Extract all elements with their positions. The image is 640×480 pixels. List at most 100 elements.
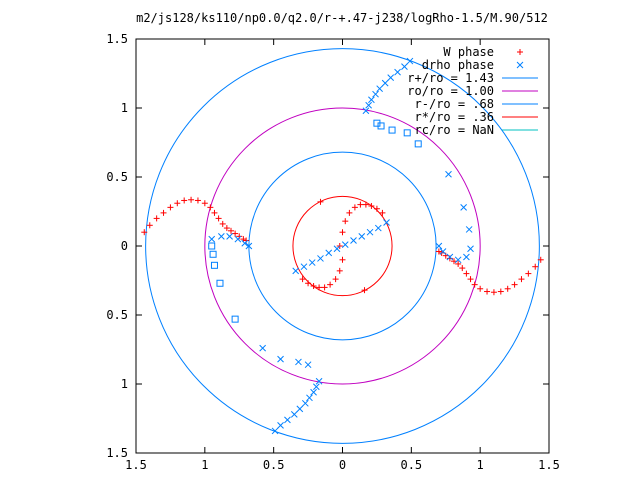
data-point: [292, 267, 300, 275]
data-point: [518, 276, 525, 283]
data-point: [333, 245, 341, 253]
data-point: [141, 229, 148, 236]
data-point: [477, 285, 484, 292]
data-point: [368, 202, 375, 209]
reference-circle-1: [204, 107, 481, 385]
data-point: [406, 57, 414, 65]
data-point: [315, 377, 323, 385]
legend-label: drho phase: [422, 58, 494, 72]
data-point: [259, 344, 267, 352]
x-tick-label: 1: [201, 458, 208, 472]
data-point: [362, 107, 370, 115]
series-1: [208, 57, 474, 435]
data-point: [445, 170, 452, 178]
data-point: [401, 63, 408, 70]
data-point: [379, 209, 386, 216]
data-point: [219, 220, 226, 227]
data-point: [215, 215, 222, 222]
data-point: [226, 232, 233, 240]
data-point: [327, 281, 334, 288]
data-point: [146, 222, 153, 229]
data-point: [451, 258, 458, 265]
data-point: [394, 68, 401, 76]
data-point: [312, 383, 320, 391]
data-point: [361, 287, 368, 294]
data-point: [223, 225, 230, 232]
data-point: [459, 265, 466, 272]
data-point: [446, 255, 453, 262]
data-point: [454, 256, 462, 264]
data-point: [308, 259, 316, 266]
data-point: [240, 236, 247, 243]
data-point: [339, 256, 346, 263]
data-point: [301, 399, 309, 407]
data-point: [471, 281, 478, 288]
data-point: [290, 411, 298, 418]
chart-title: m2/js128/ks110/np0.0/q2.0/r-+.47-j238/lo…: [136, 11, 548, 25]
data-point: [160, 209, 167, 216]
data-point: [388, 126, 396, 134]
data-point: [435, 242, 443, 250]
data-point: [346, 209, 353, 216]
data-point: [525, 270, 532, 277]
data-point: [317, 255, 324, 262]
data-point: [234, 235, 242, 243]
data-point: [484, 288, 491, 295]
x-tick-label: 1.5: [125, 458, 147, 472]
data-point: [208, 242, 216, 250]
data-point: [350, 237, 357, 244]
y-tick-label: 0.5: [106, 170, 128, 184]
data-point: [209, 250, 217, 258]
data-point: [201, 200, 208, 207]
data-point: [467, 276, 474, 283]
data-point: [358, 232, 366, 240]
data-point: [227, 227, 234, 234]
data-point: [455, 260, 462, 267]
data-point: [532, 263, 539, 270]
y-tick-label: 1: [121, 101, 128, 115]
data-point: [174, 200, 181, 207]
data-point: [341, 241, 349, 248]
data-point: [381, 79, 389, 87]
reference-circle-3: [292, 195, 393, 297]
data-point: [325, 249, 333, 257]
y-tick-label: 0: [121, 239, 128, 253]
data-point: [365, 101, 373, 109]
legend-marker-swatch: [517, 49, 523, 55]
data-point: [296, 405, 304, 413]
data-point: [232, 230, 239, 237]
y-tick-label: 0.5: [106, 308, 128, 322]
data-point: [511, 281, 518, 288]
data-point: [211, 209, 218, 216]
x-tick-label: 0: [339, 458, 346, 472]
y-tick-label: 1.5: [106, 32, 128, 46]
data-point: [277, 422, 284, 429]
legend-label: r*/ro = .36: [415, 110, 494, 124]
data-point: [194, 197, 201, 204]
data-point: [467, 245, 474, 253]
data-point: [490, 289, 497, 296]
data-point: [372, 90, 379, 98]
y-tick-label: 1: [121, 377, 128, 391]
data-point: [465, 226, 473, 233]
data-point: [208, 235, 216, 243]
data-point: [245, 242, 253, 250]
data-point: [377, 122, 385, 130]
data-point: [463, 253, 470, 261]
legend-label: rc/ro = NaN: [415, 123, 494, 137]
data-point: [271, 427, 279, 435]
data-series: [141, 57, 544, 435]
data-point: [362, 201, 369, 208]
data-point: [368, 96, 375, 104]
data-point: [300, 263, 308, 271]
data-point: [284, 416, 291, 424]
series-2: [208, 119, 422, 323]
data-point: [351, 204, 358, 211]
data-point: [207, 204, 214, 211]
data-point: [446, 253, 454, 261]
legend-marker-swatch: [516, 61, 524, 69]
data-point: [537, 256, 544, 263]
data-point: [231, 315, 239, 323]
